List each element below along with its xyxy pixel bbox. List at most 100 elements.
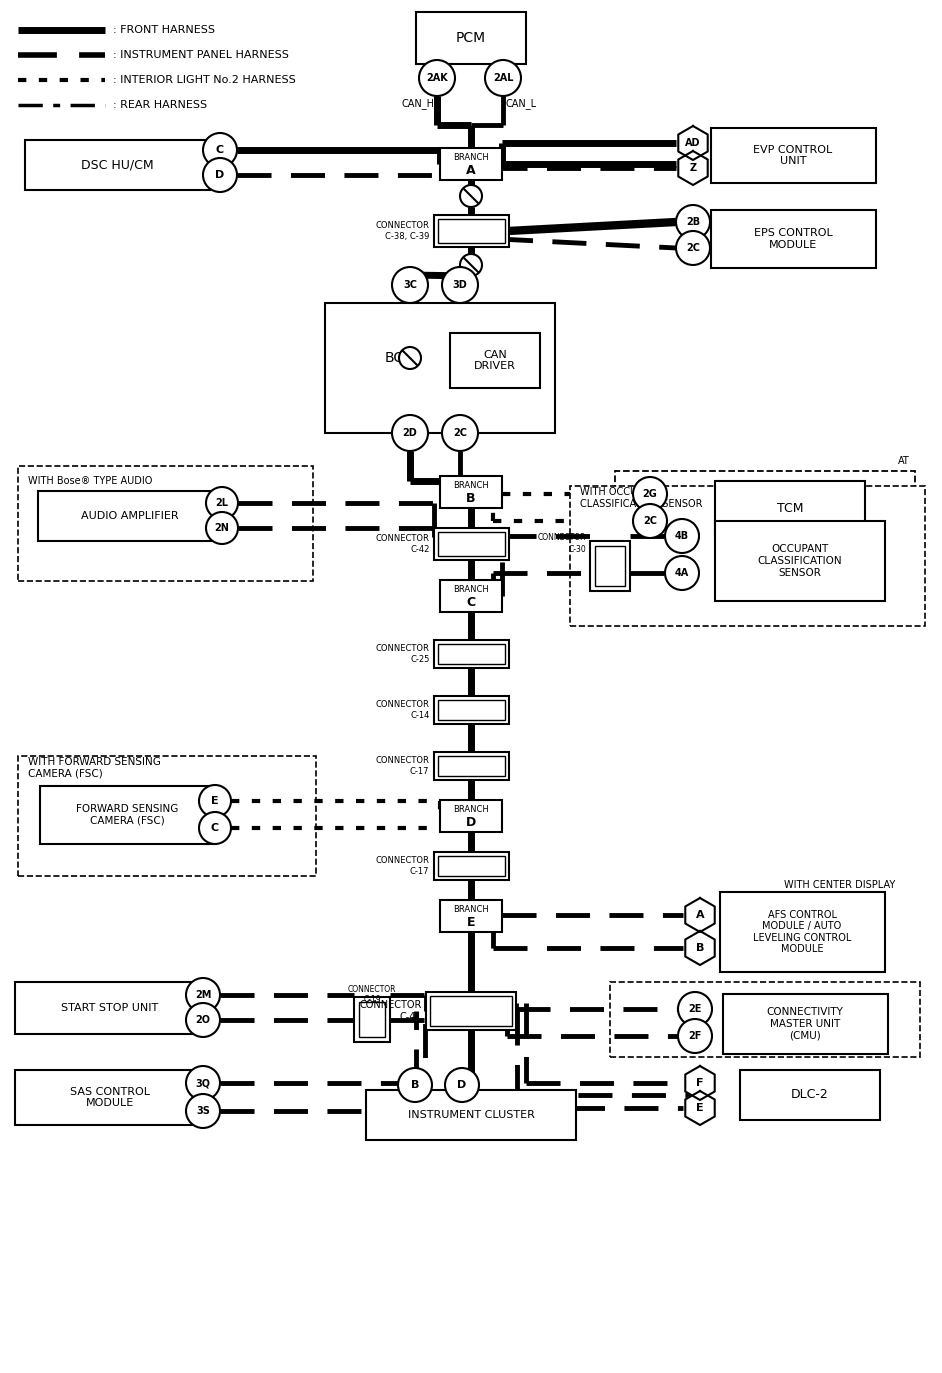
Bar bbox=[433, 640, 509, 669]
Text: : INTERIOR LIGHT No.2 HARNESS: : INTERIOR LIGHT No.2 HARNESS bbox=[113, 76, 296, 85]
Circle shape bbox=[445, 1068, 479, 1103]
Text: CONNECTOR: CONNECTOR bbox=[348, 984, 397, 994]
Circle shape bbox=[485, 60, 521, 96]
Polygon shape bbox=[685, 931, 715, 965]
Text: 2D: 2D bbox=[402, 428, 417, 438]
Text: 2AL: 2AL bbox=[493, 73, 513, 82]
Circle shape bbox=[186, 1065, 220, 1100]
Bar bbox=[426, 993, 516, 1030]
Text: 2B: 2B bbox=[686, 217, 700, 227]
Circle shape bbox=[633, 504, 667, 538]
Text: C: C bbox=[466, 596, 476, 610]
Bar bbox=[15, 1070, 205, 1124]
Bar bbox=[433, 216, 509, 247]
Polygon shape bbox=[685, 898, 715, 932]
Bar bbox=[595, 546, 625, 586]
Bar bbox=[354, 997, 390, 1042]
Bar bbox=[366, 1090, 576, 1140]
Polygon shape bbox=[685, 1065, 715, 1100]
Text: 2G: 2G bbox=[642, 489, 658, 498]
Text: CONNECTOR
C-38, C-39: CONNECTOR C-38, C-39 bbox=[376, 221, 430, 240]
Text: A: A bbox=[696, 910, 705, 920]
Text: 2F: 2F bbox=[689, 1031, 702, 1041]
Bar bbox=[24, 140, 209, 189]
Text: F: F bbox=[696, 1078, 704, 1087]
Circle shape bbox=[203, 158, 237, 192]
Text: 2M: 2M bbox=[195, 990, 211, 1000]
Text: START STOP UNIT: START STOP UNIT bbox=[61, 1004, 158, 1013]
Text: : FRONT HARNESS: : FRONT HARNESS bbox=[113, 25, 215, 34]
Bar bbox=[437, 220, 505, 243]
Circle shape bbox=[460, 254, 482, 276]
Bar bbox=[15, 982, 205, 1034]
Bar bbox=[38, 492, 222, 541]
Text: 3Q: 3Q bbox=[196, 1078, 210, 1087]
Text: CONNECTOR
C-17: CONNECTOR C-17 bbox=[376, 857, 430, 876]
Circle shape bbox=[665, 519, 699, 553]
Text: WITH Bose® TYPE AUDIO: WITH Bose® TYPE AUDIO bbox=[28, 476, 153, 486]
Polygon shape bbox=[678, 151, 707, 185]
Text: E: E bbox=[696, 1103, 704, 1114]
Polygon shape bbox=[685, 1092, 715, 1124]
Text: FORWARD SENSING
CAMERA (FSC): FORWARD SENSING CAMERA (FSC) bbox=[75, 805, 178, 825]
Text: AUDIO AMPLIFIER: AUDIO AMPLIFIER bbox=[81, 511, 179, 520]
Text: BRANCH: BRANCH bbox=[453, 806, 489, 814]
Bar bbox=[590, 541, 630, 590]
Text: CONNECTOR
C-41: CONNECTOR C-41 bbox=[360, 1000, 422, 1022]
Text: EVP CONTROL
UNIT: EVP CONTROL UNIT bbox=[754, 144, 833, 166]
Text: WITH OCCUPANT
CLASSIFICATION SENSOR: WITH OCCUPANT CLASSIFICATION SENSOR bbox=[580, 487, 703, 509]
Bar bbox=[433, 696, 509, 724]
Text: OCCUPANT
CLASSIFICATION
SENSOR: OCCUPANT CLASSIFICATION SENSOR bbox=[757, 545, 842, 578]
Circle shape bbox=[199, 811, 231, 844]
Text: AFS CONTROL
MODULE / AUTO
LEVELING CONTROL
MODULE: AFS CONTROL MODULE / AUTO LEVELING CONTR… bbox=[753, 909, 852, 954]
Text: SAS CONTROL
MODULE: SAS CONTROL MODULE bbox=[70, 1086, 150, 1108]
Bar bbox=[440, 476, 502, 508]
Bar bbox=[570, 486, 925, 626]
Bar bbox=[433, 752, 509, 780]
Text: CAN
DRIVER: CAN DRIVER bbox=[474, 350, 516, 371]
Text: 2N: 2N bbox=[215, 523, 230, 533]
Circle shape bbox=[419, 60, 455, 96]
Bar bbox=[437, 700, 505, 719]
Text: BRANCH: BRANCH bbox=[453, 482, 489, 490]
Circle shape bbox=[678, 1019, 712, 1053]
Circle shape bbox=[442, 266, 478, 303]
Circle shape bbox=[398, 1068, 432, 1103]
Circle shape bbox=[392, 415, 428, 450]
Text: CAN_L: CAN_L bbox=[505, 99, 536, 110]
Bar bbox=[437, 855, 505, 876]
Bar bbox=[440, 148, 502, 180]
Circle shape bbox=[676, 231, 710, 265]
Circle shape bbox=[203, 133, 237, 168]
Bar bbox=[40, 785, 215, 844]
Text: DLC-2: DLC-2 bbox=[791, 1089, 829, 1101]
Text: D: D bbox=[216, 170, 224, 180]
Circle shape bbox=[186, 978, 220, 1012]
Bar bbox=[440, 800, 502, 832]
Bar bbox=[359, 1002, 385, 1037]
Text: B: B bbox=[696, 943, 705, 953]
Text: WITH CENTER DISPLAY: WITH CENTER DISPLAY bbox=[784, 880, 895, 890]
Bar bbox=[715, 520, 885, 601]
Text: CONNECTOR
C-25: CONNECTOR C-25 bbox=[376, 644, 430, 663]
Bar bbox=[720, 892, 885, 972]
Text: AT: AT bbox=[899, 456, 910, 465]
Text: CONNECTOR
C-17: CONNECTOR C-17 bbox=[376, 757, 430, 776]
Text: B: B bbox=[466, 493, 476, 505]
Bar bbox=[450, 334, 540, 389]
Circle shape bbox=[206, 512, 238, 544]
Text: 3C: 3C bbox=[403, 280, 417, 290]
Text: C-30: C-30 bbox=[568, 545, 586, 553]
Circle shape bbox=[676, 205, 710, 239]
Text: TCM: TCM bbox=[777, 503, 804, 515]
Bar bbox=[325, 303, 555, 432]
Bar bbox=[433, 529, 509, 560]
Text: BRANCH: BRANCH bbox=[453, 906, 489, 914]
Bar bbox=[740, 1070, 880, 1120]
Text: : REAR HARNESS: : REAR HARNESS bbox=[113, 100, 207, 110]
Bar bbox=[615, 471, 915, 546]
Bar bbox=[440, 579, 502, 612]
Circle shape bbox=[633, 476, 667, 511]
Text: C: C bbox=[216, 146, 224, 155]
Text: E: E bbox=[211, 796, 219, 806]
